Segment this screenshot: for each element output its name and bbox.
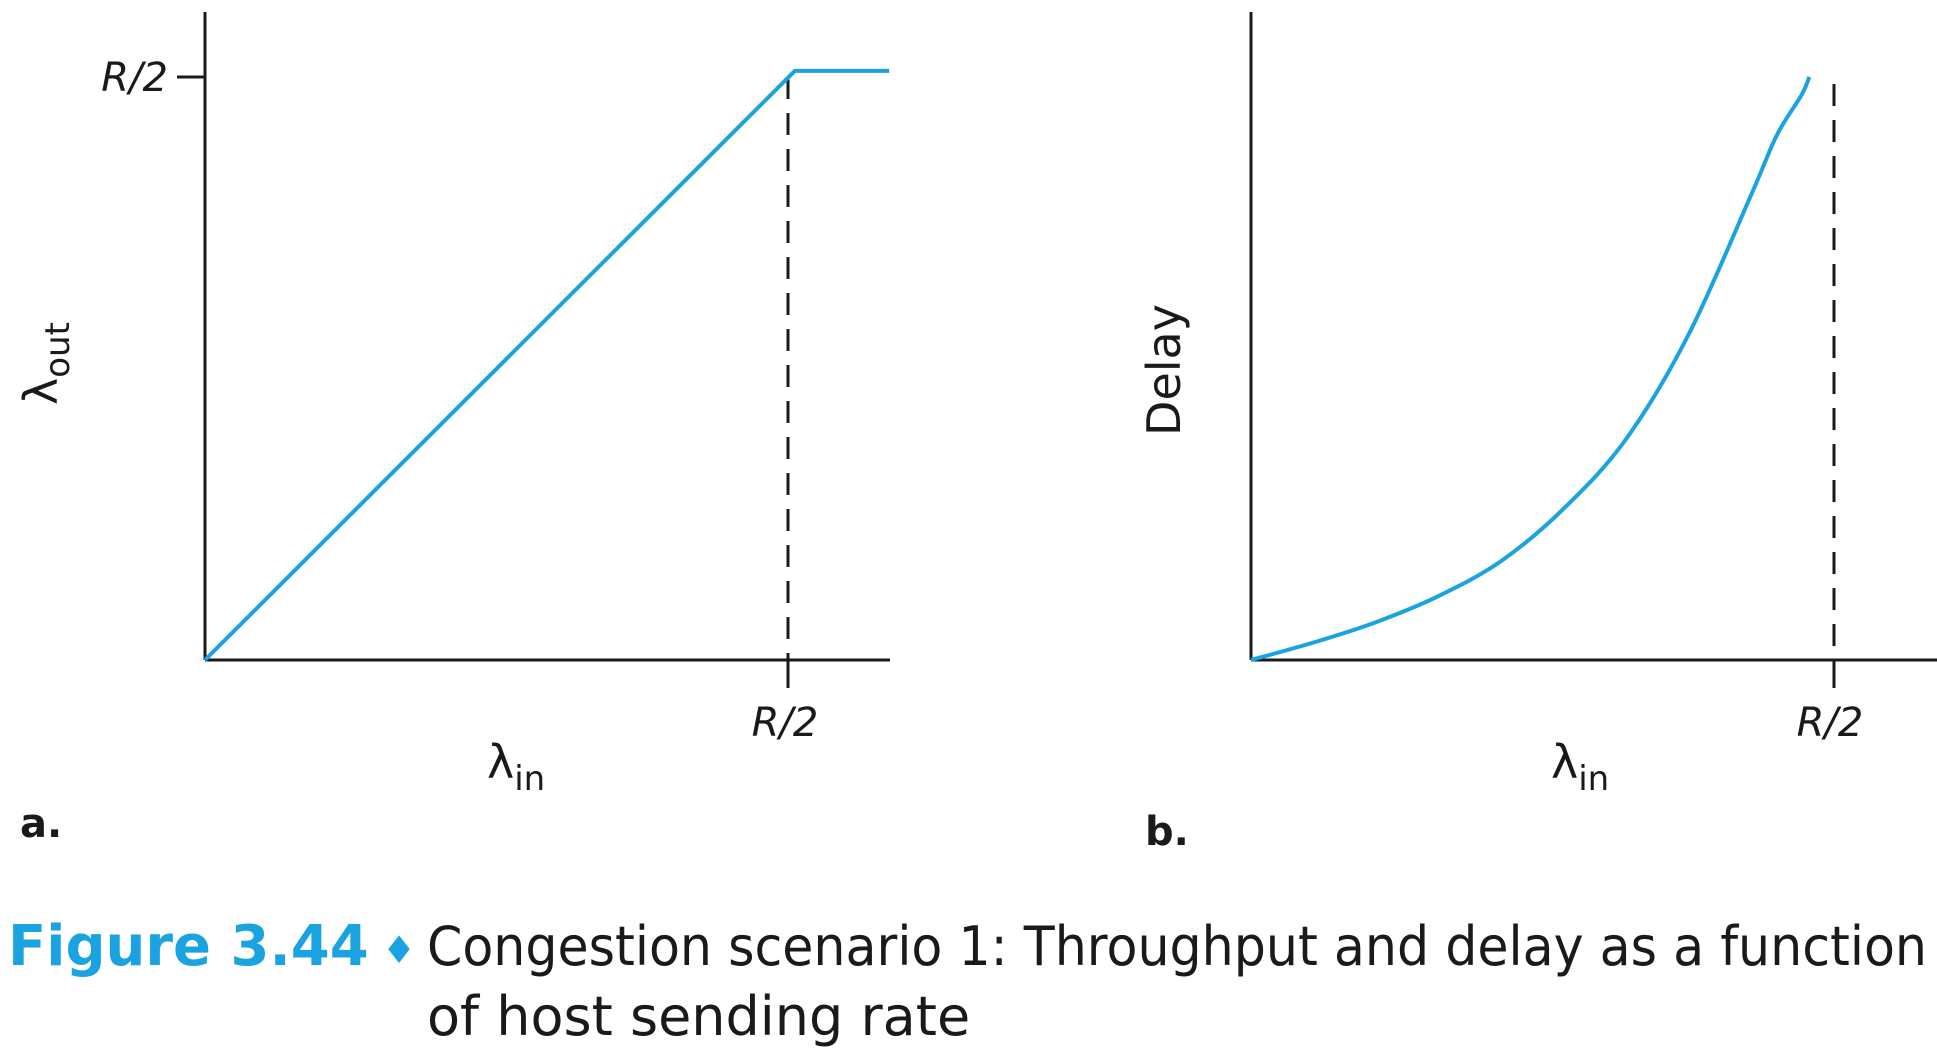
panel-a-y-axis-label: λout — [14, 322, 78, 405]
panel-b-delay-curve — [1250, 76, 1812, 662]
panel-a: R/2 R/2 λin λout a. — [14, 12, 890, 847]
figure-caption: Figure 3.44 ♦ Congestion scenario 1: Thr… — [8, 914, 1927, 1048]
panel-b-y-axis-label: Delay — [1137, 304, 1191, 436]
panel-b-x-axis-label-subscript: in — [1578, 759, 1609, 799]
panel-b-x-axis-label-symbol: λ — [1551, 735, 1578, 789]
panel-b: R/2 λin Delay b. — [1137, 12, 1937, 855]
panel-a-x-axis-label: λin — [487, 735, 545, 799]
caption-diamond: ♦ — [382, 928, 416, 972]
panel-a-y-tick-label: R/2 — [101, 55, 168, 101]
panel-b-x-tick-label: R/2 — [1797, 700, 1864, 746]
caption-line-2: of host sending rate — [427, 985, 970, 1048]
panel-a-letter: a. — [20, 801, 62, 847]
panel-a-x-axis-label-subscript: in — [514, 759, 545, 799]
panel-a-x-tick-label: R/2 — [752, 700, 819, 746]
panel-b-letter: b. — [1145, 809, 1189, 855]
panel-a-x-axis-label-symbol: λ — [487, 735, 514, 789]
panel-a-throughput-series — [203, 68, 890, 662]
panel-b-x-axis-label: λin — [1551, 735, 1609, 799]
caption-line-1: Congestion scenario 1: Throughput and de… — [427, 915, 1927, 978]
figure-number: Figure 3.44 — [8, 914, 369, 979]
panel-a-y-axis-label-symbol: λ — [14, 378, 68, 405]
panel-a-y-axis-label-subscript: out — [38, 322, 78, 378]
